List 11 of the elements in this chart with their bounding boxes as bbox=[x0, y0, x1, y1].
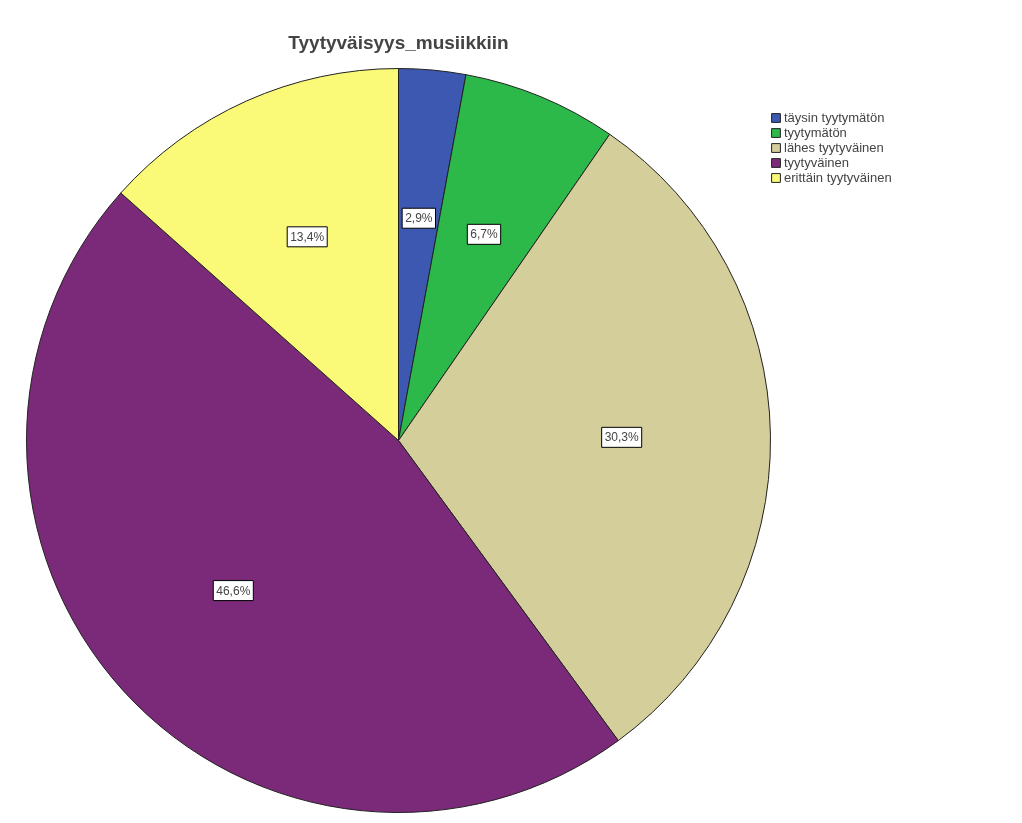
legend-label: erittäin tyytyväinen bbox=[784, 170, 892, 185]
data-label: 2,9% bbox=[405, 211, 433, 226]
data-label: 6,7% bbox=[470, 227, 498, 242]
legend-label: tyytyväinen bbox=[784, 155, 850, 170]
data-label: 46,6% bbox=[216, 583, 251, 598]
legend-label: lähes tyytyväinen bbox=[784, 140, 884, 155]
data-label: 13,4% bbox=[290, 229, 325, 244]
data-label: 30,3% bbox=[604, 430, 640, 445]
legend-label: täysin tyytymätön bbox=[784, 110, 885, 125]
chart-title: Tyytyväisyys_musiikkiin bbox=[288, 32, 509, 53]
legend-label: tyytymätön bbox=[784, 125, 847, 140]
